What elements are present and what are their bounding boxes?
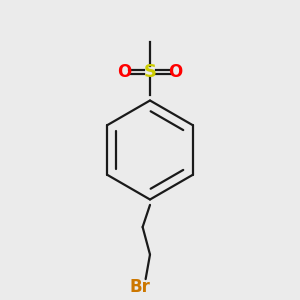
Text: O: O xyxy=(168,63,183,81)
Text: S: S xyxy=(143,63,157,81)
Text: O: O xyxy=(117,63,132,81)
Text: Br: Br xyxy=(129,278,150,296)
